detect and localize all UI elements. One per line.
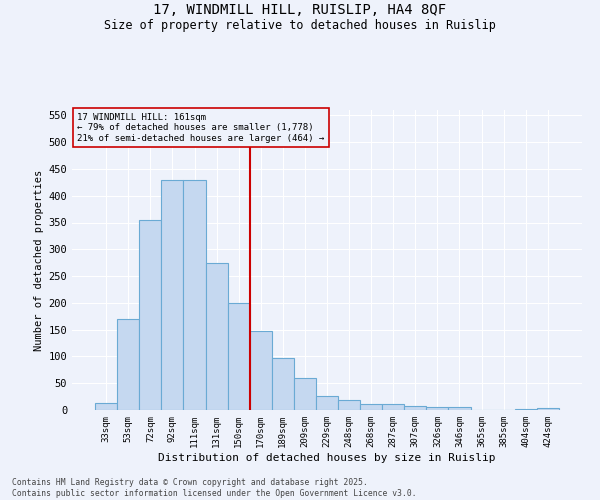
Bar bbox=[427, 408, 448, 410]
Bar bbox=[360, 404, 382, 410]
Bar bbox=[338, 400, 360, 410]
Bar bbox=[184, 180, 206, 410]
Text: 17 WINDMILL HILL: 161sqm
← 79% of detached houses are smaller (1,778)
21% of sem: 17 WINDMILL HILL: 161sqm ← 79% of detach… bbox=[77, 113, 325, 143]
Bar bbox=[316, 396, 338, 410]
Bar bbox=[515, 409, 537, 410]
Bar bbox=[537, 408, 559, 410]
Text: Contains HM Land Registry data © Crown copyright and database right 2025.
Contai: Contains HM Land Registry data © Crown c… bbox=[12, 478, 416, 498]
Text: Size of property relative to detached houses in Ruislip: Size of property relative to detached ho… bbox=[104, 18, 496, 32]
Bar bbox=[117, 319, 139, 410]
Bar bbox=[95, 403, 117, 410]
Bar bbox=[448, 408, 470, 410]
Bar bbox=[161, 180, 184, 410]
Bar bbox=[382, 404, 404, 410]
Bar bbox=[250, 330, 272, 410]
Bar bbox=[139, 220, 161, 410]
Bar bbox=[272, 358, 294, 410]
X-axis label: Distribution of detached houses by size in Ruislip: Distribution of detached houses by size … bbox=[158, 452, 496, 462]
Text: 17, WINDMILL HILL, RUISLIP, HA4 8QF: 17, WINDMILL HILL, RUISLIP, HA4 8QF bbox=[154, 2, 446, 16]
Y-axis label: Number of detached properties: Number of detached properties bbox=[34, 170, 44, 350]
Bar bbox=[294, 378, 316, 410]
Bar bbox=[404, 406, 427, 410]
Bar bbox=[227, 303, 250, 410]
Bar bbox=[206, 262, 227, 410]
